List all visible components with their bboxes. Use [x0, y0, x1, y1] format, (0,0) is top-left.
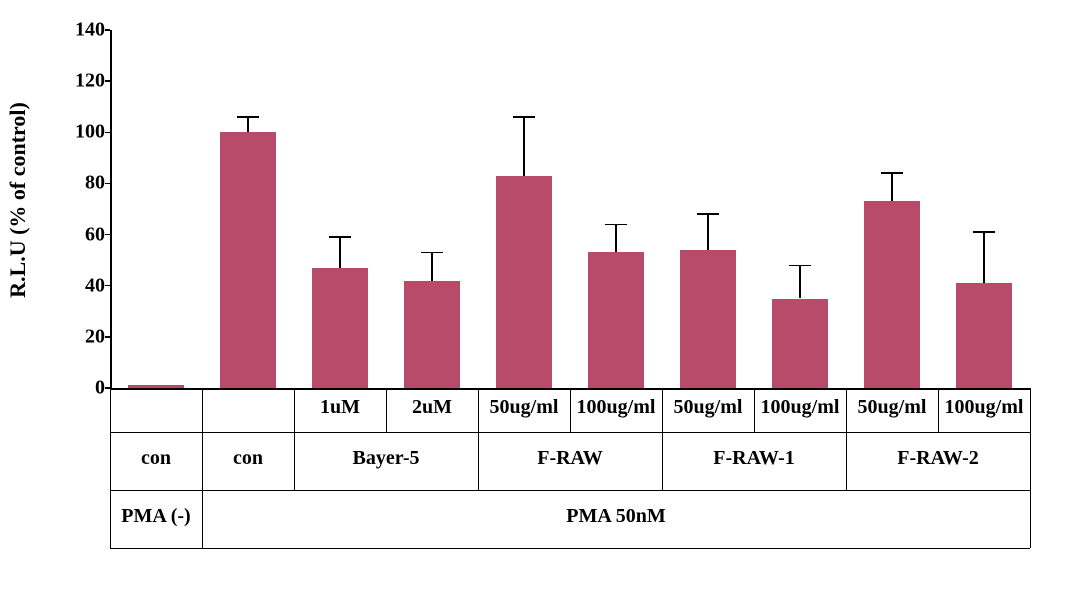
dose-label: 100ug/ml	[577, 396, 656, 419]
category-border	[110, 490, 111, 548]
bar	[588, 252, 644, 388]
category-border	[294, 432, 295, 490]
category-border	[938, 388, 939, 432]
category-border	[846, 388, 847, 432]
error-bar-cap	[881, 172, 903, 174]
category-border	[570, 388, 571, 432]
y-tick-label: 80	[85, 172, 105, 195]
error-bar-stem	[431, 252, 433, 280]
error-bar-cap	[513, 116, 535, 118]
plot-area	[110, 30, 1030, 388]
category-border	[110, 432, 1030, 433]
y-tick-label: 40	[85, 274, 105, 297]
bar	[496, 176, 552, 388]
category-border	[110, 432, 111, 490]
error-bar-stem	[523, 117, 525, 176]
bar	[312, 268, 368, 388]
top-group-label: PMA (-)	[121, 505, 190, 528]
group-label: F-RAW	[537, 447, 603, 470]
category-border	[202, 432, 203, 490]
category-border	[202, 388, 203, 432]
bar	[772, 299, 828, 389]
category-border	[662, 388, 663, 432]
group-label: F-RAW-2	[897, 447, 978, 470]
group-label: con	[233, 447, 263, 470]
dose-label: 100ug/ml	[761, 396, 840, 419]
y-tick-mark	[105, 234, 110, 236]
y-tick-label: 0	[95, 377, 105, 400]
category-border	[1030, 432, 1031, 490]
category-border	[1030, 490, 1031, 548]
bar	[956, 283, 1012, 388]
group-label: Bayer-5	[352, 447, 419, 470]
y-tick-label: 20	[85, 325, 105, 348]
bar	[864, 201, 920, 388]
category-border	[202, 490, 203, 548]
category-border	[386, 388, 387, 432]
bar	[220, 132, 276, 388]
category-border	[846, 432, 847, 490]
category-border	[754, 388, 755, 432]
error-bar-cap	[973, 231, 995, 233]
dose-label: 50ug/ml	[674, 396, 743, 419]
y-tick-mark	[105, 80, 110, 82]
y-tick-mark	[105, 285, 110, 287]
bar	[680, 250, 736, 388]
y-tick-mark	[105, 29, 110, 31]
y-tick-mark	[105, 336, 110, 338]
y-tick-mark	[105, 183, 110, 185]
y-tick-label: 60	[85, 223, 105, 246]
error-bar-cap	[697, 213, 719, 215]
dose-label: 50ug/ml	[490, 396, 559, 419]
y-tick-label: 120	[75, 70, 105, 93]
dose-label: 1uM	[320, 396, 360, 419]
bar-chart: R.L.U (% of control) 020406080100120140 …	[0, 0, 1070, 600]
error-bar-stem	[983, 232, 985, 283]
error-bar-stem	[247, 117, 249, 132]
error-bar-stem	[339, 237, 341, 268]
error-bar-stem	[707, 214, 709, 250]
error-bar-stem	[615, 224, 617, 252]
error-bar-cap	[329, 236, 351, 238]
category-border	[478, 388, 479, 432]
error-bar-cap	[237, 116, 259, 118]
dose-label: 100ug/ml	[945, 396, 1024, 419]
error-bar-cap	[789, 265, 811, 267]
dose-label: 2uM	[412, 396, 452, 419]
category-border	[294, 388, 295, 432]
dose-label: 50ug/ml	[858, 396, 927, 419]
y-axis-label: R.L.U (% of control)	[5, 102, 31, 298]
error-bar-stem	[891, 173, 893, 201]
y-tick-mark	[105, 132, 110, 134]
category-border	[662, 432, 663, 490]
bar	[128, 385, 184, 388]
error-bar-cap	[421, 252, 443, 254]
top-group-label: PMA 50nM	[566, 505, 665, 528]
y-tick-label: 100	[75, 121, 105, 144]
error-bar-cap	[605, 224, 627, 226]
category-border	[478, 432, 479, 490]
bar	[404, 281, 460, 388]
y-tick-label: 140	[75, 19, 105, 42]
category-border	[110, 548, 1030, 549]
category-border	[110, 490, 1030, 491]
group-label: F-RAW-1	[713, 447, 794, 470]
group-label: con	[141, 447, 171, 470]
error-bar-stem	[799, 265, 801, 298]
